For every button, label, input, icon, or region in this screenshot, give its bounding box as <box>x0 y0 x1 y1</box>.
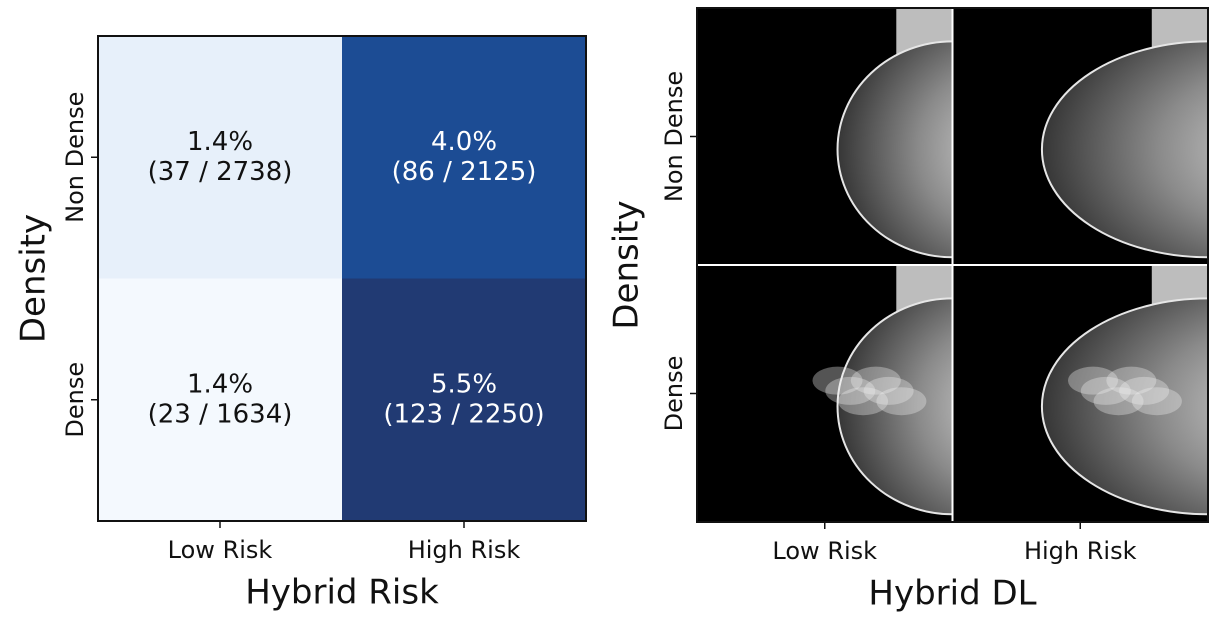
x-axis-label: Hybrid Risk <box>245 573 439 613</box>
cell-label: (23 / 1634) <box>148 399 293 429</box>
figure: 1.4%(37 / 2738)4.0%(86 / 2125)1.4%(23 / … <box>0 0 1210 618</box>
y-tick-label: Non Dense <box>61 92 89 223</box>
x-tick-label: Low Risk <box>772 537 877 565</box>
dense-tissue <box>1132 387 1182 415</box>
cell-label: (37 / 2738) <box>148 157 293 187</box>
cell-label: 1.4% <box>187 127 253 157</box>
cell-label: 5.5% <box>431 369 497 399</box>
x-tick-label: High Risk <box>408 536 521 564</box>
x-tick-label: Low Risk <box>168 536 273 564</box>
panels: 1.4%(37 / 2738)4.0%(86 / 2125)1.4%(23 / … <box>14 8 1210 614</box>
x-axis-label: Hybrid DL <box>868 574 1036 614</box>
dense-tissue <box>876 387 926 415</box>
y-tick-label: Dense <box>61 362 89 438</box>
y-axis-label: Density <box>14 214 54 343</box>
y-axis-label: Density <box>607 200 647 329</box>
cell-label: (86 / 2125) <box>392 157 537 187</box>
cell-label: 1.4% <box>187 369 253 399</box>
cell-label: (123 / 2250) <box>383 399 544 429</box>
y-tick-label: Non Dense <box>660 71 688 202</box>
page: {"chart_data": [ {"type": "heatmap", "xl… <box>0 0 1210 618</box>
y-tick-label: Dense <box>660 356 688 432</box>
x-tick-label: High Risk <box>1024 537 1137 565</box>
cell-label: 4.0% <box>431 127 497 157</box>
image-grid <box>697 8 1210 522</box>
